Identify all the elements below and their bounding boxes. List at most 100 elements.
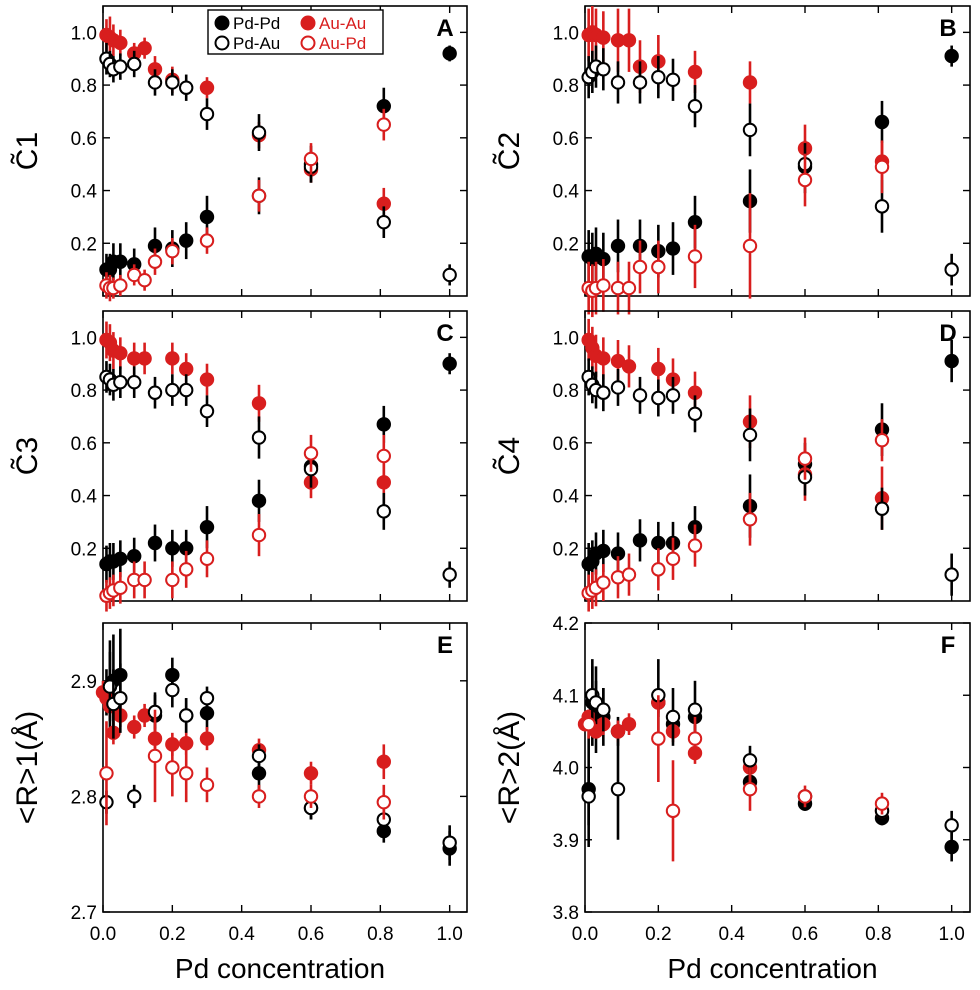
y-tick-label: 1.0 [71,23,97,44]
data-point [944,818,959,833]
y-axis-title: C̃4 [493,437,526,475]
data-point [113,580,128,596]
data-point [610,75,626,90]
data-point [113,374,128,390]
x-tick-label: 0.6 [792,924,818,945]
data-point [610,781,626,797]
data-point [199,551,215,567]
data-point [376,417,391,432]
series-pd-pd [581,340,959,586]
data-point [874,199,890,214]
data-point [113,59,128,74]
data-point [165,351,180,366]
y-tick-label: 0.4 [71,182,98,203]
y-tick-label: 0.6 [553,129,579,150]
data-point [742,753,758,768]
series-au-pd [581,419,890,612]
data-point [127,789,142,804]
panel-frame [584,5,971,297]
data-point [610,380,626,395]
data-point [742,512,758,527]
data-point [944,262,959,277]
data-point [944,48,959,64]
series-au-pd [581,695,890,862]
data-point [442,267,457,283]
data-point [651,390,666,406]
data-point [442,835,457,850]
data-point [376,117,391,132]
y-tick-label: 0.2 [71,234,97,255]
y-tick-label: 0.2 [71,539,97,560]
data-point [179,766,194,781]
data-point [581,789,596,804]
data-point [147,254,163,269]
data-point [874,114,890,130]
y-axis-title: <R>2(Å) [493,711,526,824]
y-tick-label: 4.0 [553,759,579,780]
data-point [742,427,758,443]
data-point [632,75,648,90]
data-point [610,238,626,254]
x-tick-label: 0.4 [718,924,745,945]
legend-label: Au-Au [319,14,366,33]
data-point [179,361,194,377]
series-au-au [581,6,890,180]
series-pd-au [99,361,457,588]
y-tick-label: 0.2 [553,539,579,560]
panel-frame [584,622,971,913]
series-au-pd [581,140,890,318]
data-point [127,374,142,390]
data-point [596,30,611,45]
x-tick-label: 0.2 [159,924,185,945]
data-point [596,702,611,717]
data-point [137,272,152,288]
data-point [303,766,319,781]
data-point [581,716,596,732]
series-pd-au [581,659,959,840]
legend-label: Pd-Pd [233,14,280,33]
data-point [251,493,267,509]
data-point [251,430,267,445]
data-point [199,372,215,387]
data-point [199,403,215,419]
data-point [165,682,180,698]
panel-c: 0.2 0.4 0.6 0.8 1.0 C̃3 C [11,310,468,612]
data-point [147,75,163,90]
data-point [596,575,611,590]
data-point [113,551,128,567]
data-point [137,40,152,56]
x-tick-label: 1.0 [436,924,462,945]
data-point [199,731,215,746]
data-point [874,432,890,448]
data-point [251,527,267,543]
data-point [797,451,813,466]
y-tick-label: 0.2 [553,234,579,255]
y-tick-label: 0.8 [553,76,579,97]
data-point [596,385,611,400]
data-point [797,172,813,188]
panel-letter: B [939,15,956,42]
y-tick-label: 0.6 [71,434,97,455]
data-point [874,501,890,516]
panel-b: 0.2 0.4 0.6 0.8 1.0 C̃2 B [493,5,971,318]
x-tick-label: 0.4 [228,924,255,945]
data-point [944,353,959,369]
data-point [303,446,319,461]
data-point [127,56,142,72]
series-pd-pd [99,628,457,866]
series-pd-au [99,651,457,860]
x-tick-label: 0.0 [90,924,116,945]
data-point [742,238,758,254]
y-tick-label: 0.4 [553,487,580,508]
data-point [137,351,152,366]
data-point [147,385,163,400]
data-point [596,278,611,293]
panel-letter: C [436,320,453,347]
data-point [687,702,703,717]
panel-f: 3.8 3.9 4.0 4.1 4.2 0.0 0.2 0.4 0.6 0.8 1.0 Pd conc… [493,614,971,984]
data-point [251,766,267,781]
data-point [113,278,128,293]
series-au-pd [99,434,391,612]
data-point [665,709,681,725]
